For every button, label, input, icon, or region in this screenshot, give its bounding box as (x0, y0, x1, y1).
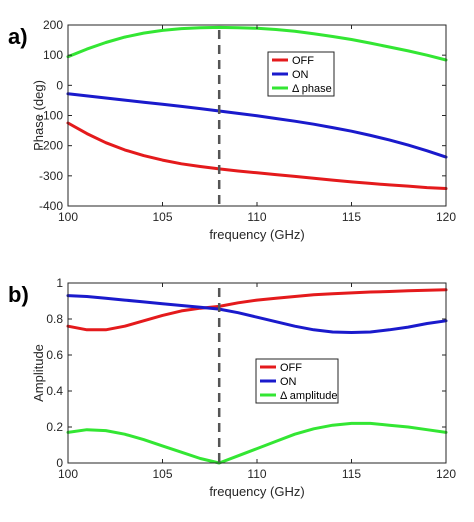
legend-label: OFF (292, 55, 314, 67)
legend-label: ON (292, 69, 309, 81)
legend-label: Δ phase (292, 83, 332, 95)
series-line-off (66, 288, 448, 332)
y-tick-label: 0.8 (46, 312, 63, 326)
series-line-on (66, 294, 448, 334)
panel-label: b) (8, 282, 29, 307)
y-tick-label: -400 (39, 199, 63, 213)
x-tick-label: 100 (58, 210, 78, 224)
y-tick-label: 0.4 (46, 384, 63, 398)
x-tick-label: 105 (152, 210, 172, 224)
y-tick-label: 0.6 (46, 348, 63, 362)
x-tick-label: 105 (152, 467, 172, 481)
y-tick-label: 1 (56, 276, 63, 290)
legend: OFF ON Δ phase (267, 51, 335, 97)
y-tick-label: -300 (39, 169, 63, 183)
y-tick-label: 0 (56, 78, 63, 92)
y-axis-label: Amplitude (31, 344, 46, 402)
y-tick-label: -200 (39, 139, 63, 153)
x-tick-label: 120 (436, 210, 456, 224)
x-tick-label: 110 (247, 210, 266, 224)
y-tick-label: 100 (43, 48, 63, 62)
legend: OFF ON Δ amplitude (255, 358, 339, 404)
legend-label: OFF (280, 362, 302, 374)
legend-label: Δ amplitude (280, 390, 338, 402)
y-tick-label: 0 (56, 456, 63, 470)
series-line--phase (66, 25, 448, 62)
series-line-on (66, 92, 448, 159)
x-tick-label: 115 (342, 210, 361, 224)
x-axis-label: frequency (GHz) (209, 484, 304, 499)
x-tick-label: 115 (342, 467, 361, 481)
x-tick-label: 110 (247, 467, 266, 481)
panel-label: a) (8, 24, 28, 49)
y-tick-label: 200 (43, 18, 63, 32)
panel-phase: a) 100 105 110 115 120 -400 -300 -200 -100 0 100 200… (8, 18, 456, 242)
panel-amplitude: b) 100 105 110 115 120 0 0.2 0.4 0.6 0.8 1 frequency… (8, 276, 456, 499)
y-tick-label: -100 (39, 109, 63, 123)
series-line--amplitude (66, 421, 448, 465)
x-axis-label: frequency (GHz) (209, 227, 304, 242)
x-tick-label: 120 (436, 467, 456, 481)
x-tick-label: 100 (58, 467, 78, 481)
y-axis-label: Phase (deg) (31, 80, 46, 151)
series-line-off (66, 121, 448, 190)
legend-label: ON (280, 376, 297, 388)
y-tick-label: 0.2 (46, 420, 63, 434)
